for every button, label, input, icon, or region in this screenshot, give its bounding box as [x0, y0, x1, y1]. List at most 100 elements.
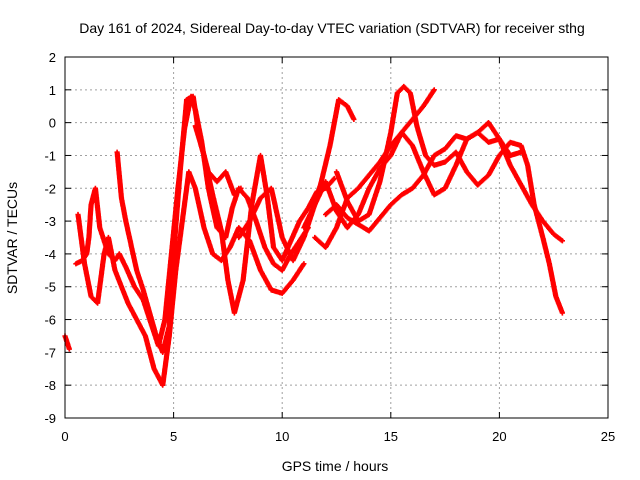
data-point — [335, 226, 338, 229]
data-point — [83, 262, 86, 265]
data-point — [120, 196, 123, 200]
data-point — [233, 193, 236, 197]
data-point — [107, 236, 110, 239]
data-point — [378, 160, 382, 164]
data-point — [498, 154, 501, 157]
data-point — [400, 131, 403, 134]
data-point — [324, 180, 327, 183]
data-point — [89, 203, 93, 206]
data-point — [357, 223, 360, 226]
data-point — [548, 262, 551, 265]
data-point — [141, 288, 145, 292]
y-tick-label: -2 — [44, 181, 56, 196]
data-point — [328, 144, 332, 147]
y-tick-label: -3 — [44, 214, 56, 229]
data-point — [272, 246, 275, 249]
series-track-4 — [114, 93, 244, 355]
data-point — [487, 173, 490, 177]
data-point — [272, 262, 275, 265]
data-point — [509, 141, 512, 144]
data-point — [367, 173, 371, 177]
data-point — [194, 124, 197, 128]
data-point — [161, 383, 164, 387]
data-point — [237, 236, 240, 239]
data-point — [96, 301, 99, 305]
data-point — [333, 177, 336, 180]
data-point — [519, 183, 523, 187]
data-point — [302, 236, 306, 239]
data-point — [270, 288, 273, 292]
data-point — [144, 334, 147, 338]
data-point — [118, 252, 121, 256]
data-point — [465, 137, 469, 141]
x-tick-label: 0 — [61, 429, 68, 444]
data-point — [215, 226, 219, 229]
data-point — [85, 252, 88, 256]
data-point — [443, 187, 447, 190]
x-tick-label: 10 — [275, 429, 289, 444]
data-point — [378, 180, 382, 183]
data-point — [259, 154, 262, 157]
data-point — [281, 292, 284, 295]
data-point — [89, 295, 93, 298]
data-point — [424, 154, 427, 157]
data-point — [337, 98, 340, 101]
data-point — [541, 236, 545, 239]
data-point — [367, 213, 371, 216]
data-point — [246, 196, 249, 200]
data-point — [433, 88, 436, 92]
data-point — [346, 226, 349, 229]
data-point — [346, 105, 349, 108]
x-tick-label: 20 — [492, 429, 506, 444]
data-point — [454, 134, 458, 137]
data-point — [530, 203, 534, 206]
data-point — [281, 269, 284, 272]
series-track-10 — [323, 120, 524, 234]
data-point — [211, 193, 214, 197]
data-point — [554, 295, 558, 298]
data-point — [389, 203, 392, 206]
data-point — [107, 252, 110, 256]
data-point — [191, 95, 195, 98]
data-point — [433, 164, 436, 167]
data-point — [135, 318, 138, 321]
data-point — [335, 210, 338, 213]
data-point — [552, 233, 555, 236]
data-point — [289, 239, 293, 242]
data-point — [152, 367, 156, 370]
data-point — [454, 164, 458, 167]
data-point — [291, 259, 295, 262]
data-point — [76, 213, 80, 216]
data-point — [133, 285, 136, 288]
data-point — [313, 236, 316, 239]
y-tick-label: -8 — [44, 378, 56, 393]
data-point — [115, 150, 119, 154]
data-point — [68, 347, 71, 351]
data-point — [291, 278, 295, 282]
data-point — [422, 105, 425, 108]
data-point — [561, 311, 564, 315]
data-point — [181, 219, 184, 223]
data-point — [120, 285, 123, 288]
data-point — [519, 144, 523, 147]
y-tick-label: 0 — [49, 116, 56, 131]
data-point — [487, 141, 490, 144]
data-point — [498, 137, 501, 141]
data-point — [224, 170, 227, 174]
y-tick-label: -4 — [44, 247, 56, 262]
data-point — [113, 269, 117, 272]
data-point — [135, 269, 138, 272]
data-point — [74, 262, 78, 265]
y-axis-title: SDTVAR / TECUs — [4, 182, 20, 294]
plot-frame — [64, 56, 609, 419]
data-point — [541, 219, 545, 223]
chart-title: Day 161 of 2024, Sidereal Day-to-day VTE… — [79, 20, 585, 36]
data-point — [526, 164, 529, 167]
data-point — [241, 278, 245, 282]
data-point — [509, 164, 512, 167]
data-point — [346, 216, 349, 220]
data-point — [433, 193, 436, 197]
data-point — [433, 154, 436, 157]
data-point — [224, 236, 227, 239]
